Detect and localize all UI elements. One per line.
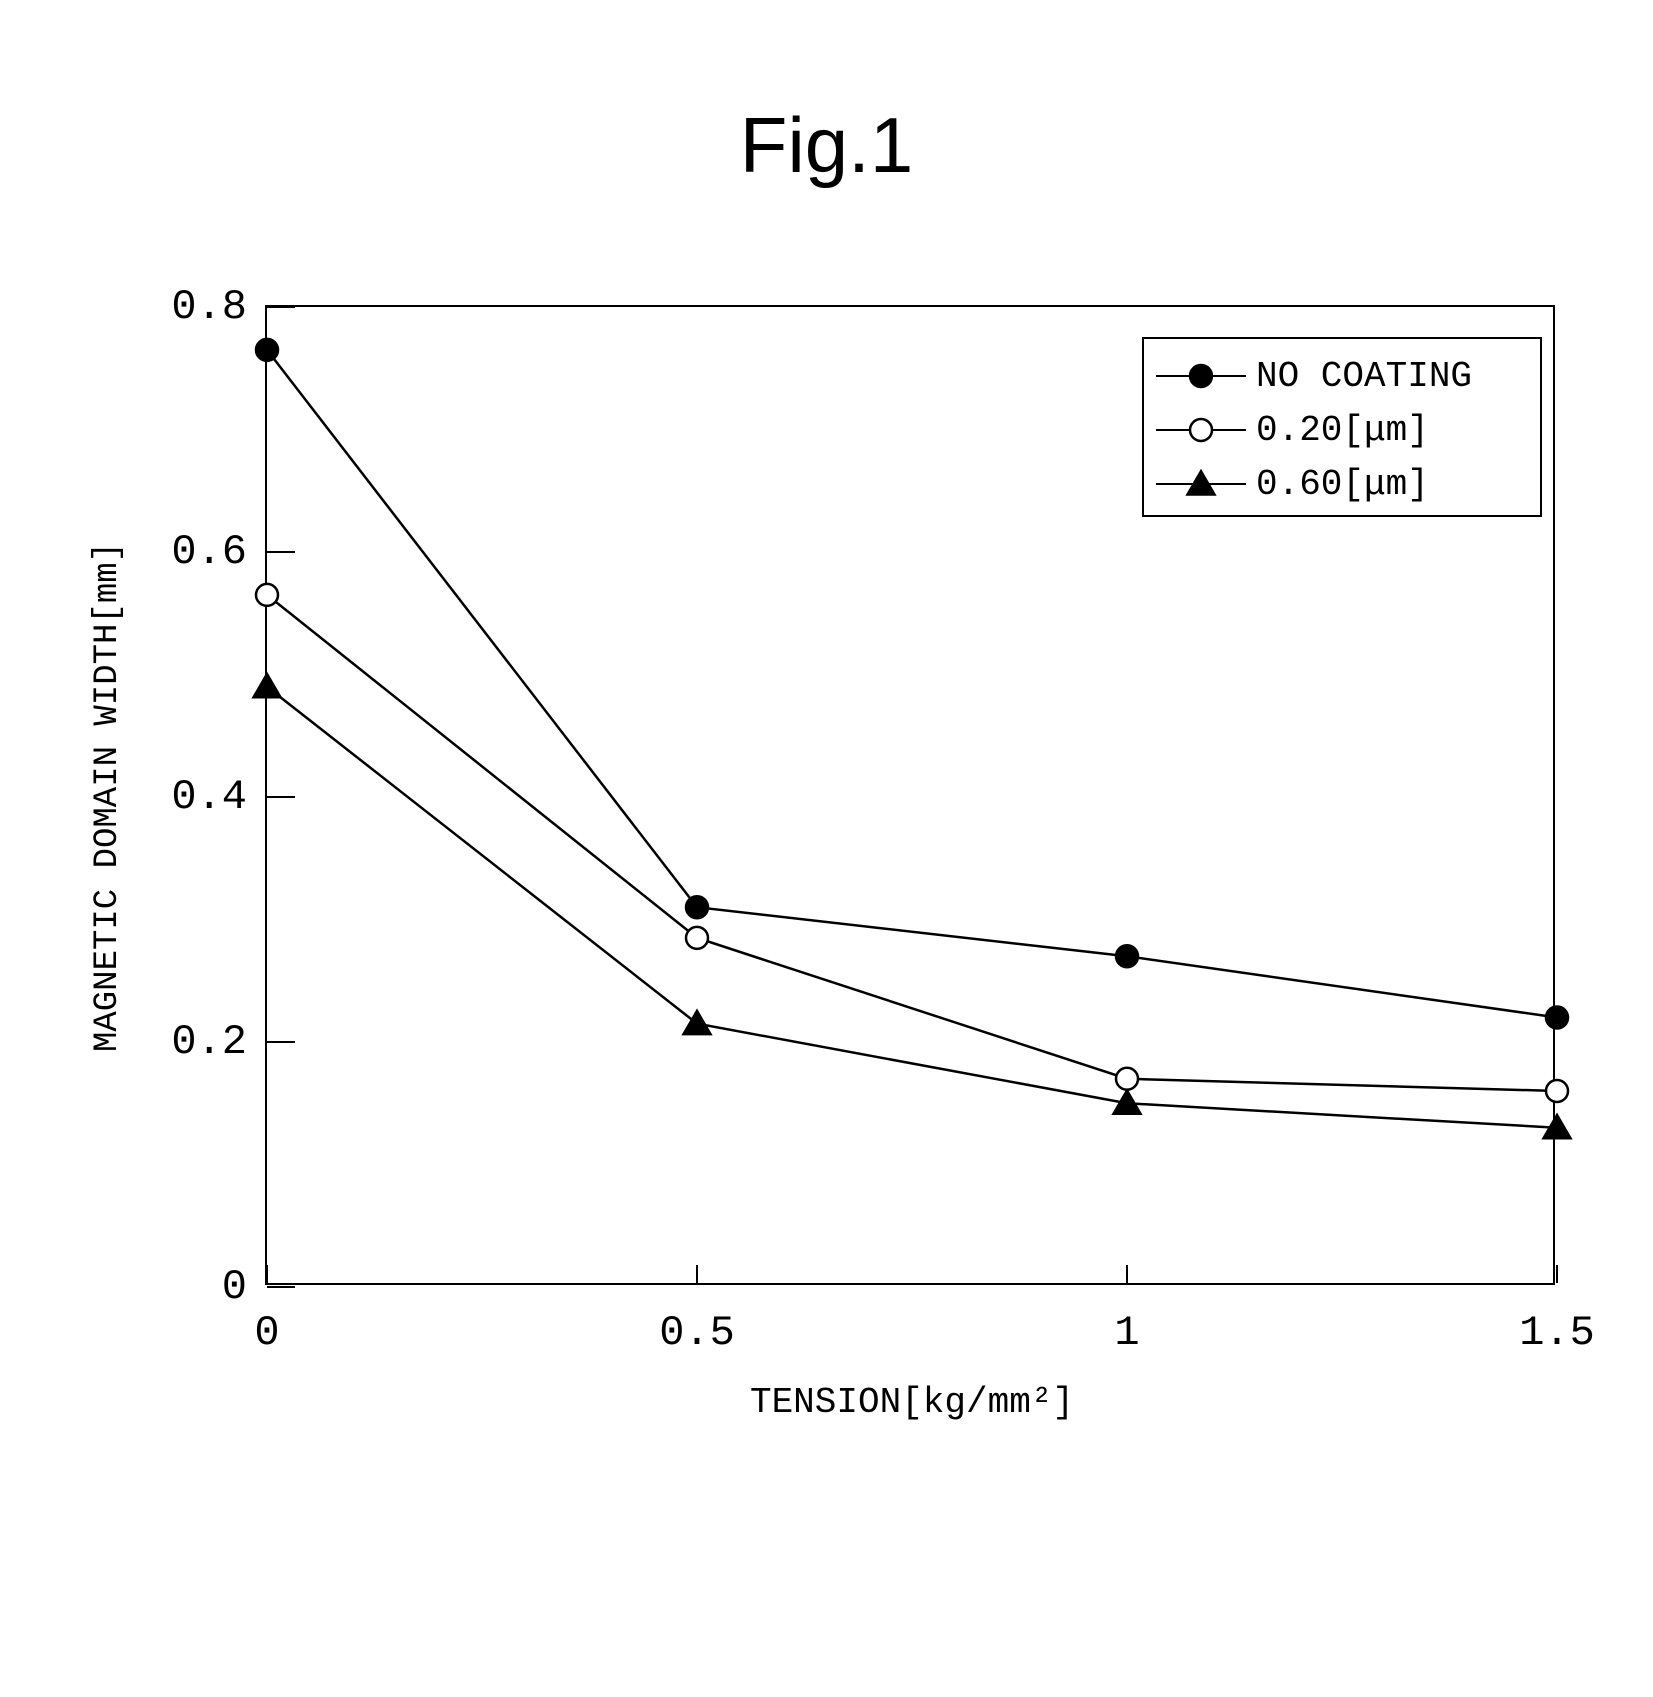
legend-marker-icon [1156, 349, 1246, 403]
marker-circle [256, 339, 278, 361]
legend-label: 0.20[μm] [1256, 410, 1429, 451]
marker-triangle [1187, 471, 1215, 495]
x-tick-label: 0.5 [659, 1309, 735, 1357]
marker-circle [1116, 945, 1138, 967]
x-tick-label: 1 [1114, 1309, 1139, 1357]
y-tick-label: 0.4 [171, 773, 247, 821]
marker-circle [686, 896, 708, 918]
series-line [267, 595, 1557, 1091]
legend-swatch [1156, 403, 1246, 457]
legend-label: 0.60[μm] [1256, 464, 1429, 505]
marker-triangle [253, 674, 281, 698]
y-tick-label: 0.8 [171, 283, 247, 331]
marker-circle [1546, 1007, 1568, 1029]
legend-row: 0.60[μm] [1144, 457, 1540, 511]
marker-circle [686, 927, 708, 949]
marker-circle [1190, 365, 1212, 387]
legend-swatch [1156, 349, 1246, 403]
y-tick-label: 0 [222, 1263, 247, 1311]
x-axis-title: TENSION[kg/mm²] [750, 1382, 1074, 1423]
marker-circle [1546, 1080, 1568, 1102]
marker-circle [1190, 419, 1212, 441]
chart-legend: NO COATING 0.20[μm] 0.60[μm] [1142, 337, 1542, 517]
legend-label: NO COATING [1256, 356, 1472, 397]
marker-circle [256, 584, 278, 606]
legend-marker-icon [1156, 403, 1246, 457]
x-tick-label: 1.5 [1519, 1309, 1595, 1357]
y-axis-title: MAGNETIC DOMAIN WIDTH[mm] [89, 542, 127, 1052]
legend-row: 0.20[μm] [1144, 403, 1540, 457]
x-tick-label: 0 [254, 1309, 279, 1357]
legend-row: NO COATING [1144, 349, 1540, 403]
legend-marker-icon [1156, 457, 1246, 511]
y-tick-label: 0.2 [171, 1018, 247, 1066]
series-line [267, 687, 1557, 1128]
marker-triangle [683, 1010, 711, 1034]
figure-title: Fig.1 [0, 100, 1653, 191]
y-tick-label: 0.6 [171, 528, 247, 576]
chart-plot-area: 00.20.40.60.800.511.5TENSION[kg/mm²]MAGN… [265, 305, 1555, 1285]
marker-circle [1116, 1068, 1138, 1090]
legend-swatch [1156, 457, 1246, 511]
